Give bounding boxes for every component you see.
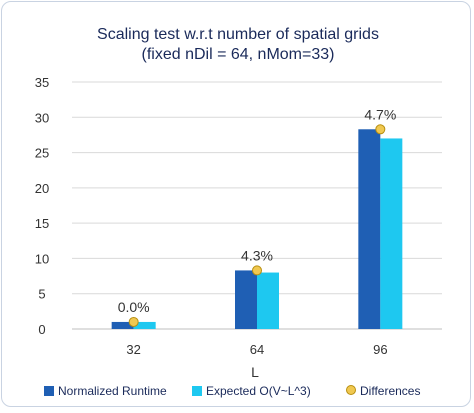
y-tick-label: 15 — [35, 216, 49, 231]
legend-label-expected: Expected O(V~L^3) — [206, 384, 311, 398]
legend-label-normalized-runtime: Normalized Runtime — [58, 384, 167, 398]
x-tick-label: 96 — [373, 342, 387, 357]
gridlines — [72, 81, 442, 330]
bar-normalized-runtime — [111, 321, 134, 329]
y-tick-label: 10 — [35, 251, 49, 266]
y-tick-label: 35 — [35, 75, 49, 90]
x-axis-ticks: 32 64 96 — [126, 342, 387, 357]
chart-frame: Scaling test w.r.t number of spatial gri… — [1, 1, 471, 407]
legend: Normalized Runtime Expected O(V~L^3) Dif… — [44, 384, 420, 398]
y-tick-label: 30 — [35, 110, 49, 125]
difference-marker — [252, 265, 262, 276]
bar-normalized-runtime — [235, 270, 257, 329]
difference-markers: 0.0% 4.3% 4.7% — [118, 106, 396, 327]
chart-subtitle: (fixed nDil = 64, nMom=33) — [142, 46, 335, 63]
bar-expected — [257, 272, 279, 329]
y-tick-label: 25 — [35, 146, 49, 161]
difference-label: 4.7% — [364, 106, 396, 122]
x-axis-label: L — [251, 364, 259, 380]
difference-marker — [128, 316, 139, 327]
y-axis-ticks: 0 5 10 15 20 25 30 35 — [35, 75, 49, 337]
y-tick-label: 0 — [38, 322, 45, 337]
legend-swatch-normalized-runtime — [44, 386, 54, 396]
legend-marker-differences — [346, 385, 356, 395]
x-tick-label: 32 — [126, 342, 140, 357]
bars — [111, 129, 403, 329]
scaling-bar-chart: Scaling test w.r.t number of spatial gri… — [35, 26, 442, 398]
legend-label-differences: Differences — [360, 384, 420, 398]
y-tick-label: 20 — [35, 181, 49, 196]
difference-marker — [375, 124, 386, 135]
bar-expected — [133, 321, 156, 329]
difference-label: 0.0% — [118, 299, 150, 315]
difference-label: 4.3% — [241, 247, 273, 263]
bar-expected — [380, 138, 403, 329]
x-tick-label: 64 — [250, 342, 264, 357]
chart-title: Scaling test w.r.t number of spatial gri… — [97, 26, 379, 43]
legend-swatch-expected — [192, 386, 202, 396]
y-tick-label: 5 — [38, 287, 45, 302]
bar-normalized-runtime — [358, 129, 381, 329]
